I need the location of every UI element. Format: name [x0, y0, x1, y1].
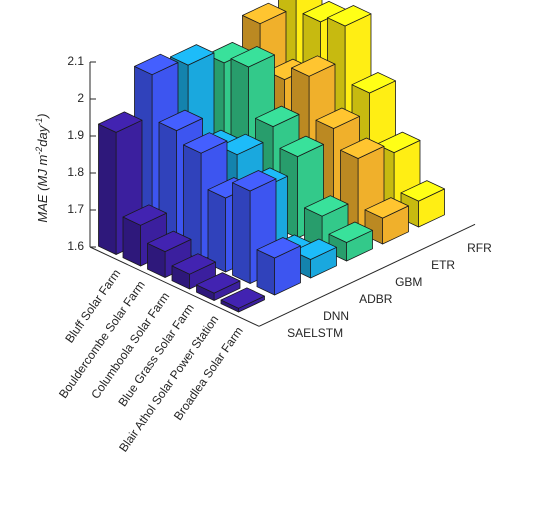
bar-top-face	[171, 253, 216, 275]
z-tick-label: 1.9	[67, 128, 84, 142]
bar-top-face	[256, 237, 301, 259]
z-axis-label-sup1: -2	[34, 147, 44, 155]
model-tick-label: ADBR	[359, 292, 393, 306]
bar-top-face	[327, 5, 372, 27]
bar-saelstm-4	[196, 272, 241, 301]
z-tick-label: 1.7	[67, 202, 84, 216]
bar-top-face	[158, 109, 203, 132]
bar-dnn-4	[232, 170, 277, 284]
z-axis-label-sup2: -1	[34, 118, 44, 126]
bars-layer	[98, 0, 445, 313]
bar-top-face	[328, 221, 373, 243]
model-tick-label: DNN	[323, 309, 349, 323]
bar-top-face	[122, 204, 167, 226]
model-tick-label: ETR	[431, 258, 455, 272]
bar-side-face	[232, 182, 251, 284]
site-axis-line	[89, 246, 260, 327]
bar-top-face	[242, 2, 287, 25]
bar-gbm-5	[328, 221, 373, 262]
model-tick-label: RFR	[467, 241, 492, 255]
model-tick-label: GBM	[395, 275, 422, 289]
bar-side-face	[98, 123, 117, 255]
bar-top-face	[255, 105, 300, 127]
model-axis-line	[258, 223, 476, 327]
bar-top-face	[340, 137, 385, 159]
bar-top-face	[147, 230, 192, 253]
bar-top-face	[292, 238, 337, 260]
z-axis-label-end: )	[35, 113, 50, 119]
bar-top-face	[351, 72, 396, 94]
bar-top-face	[219, 133, 264, 156]
bar-top-face	[232, 170, 277, 192]
z-tick-label: 2	[77, 91, 84, 105]
bar-top-face	[220, 287, 265, 309]
bar-top-face	[304, 195, 349, 217]
bar-gbm-4	[304, 195, 349, 250]
bar-top-face	[134, 53, 179, 76]
bar-top-face	[279, 135, 324, 158]
bar-top-face	[376, 131, 421, 154]
bar-top-face	[196, 272, 241, 294]
model-tick-label: SAELSTM	[287, 326, 343, 340]
z-tick-label: 1.8	[67, 165, 84, 179]
bar-top-face	[170, 44, 215, 66]
z-axis-label-mid: day	[35, 124, 50, 146]
bar-top-face	[291, 55, 336, 77]
bar-top-face	[400, 180, 445, 202]
z-axis-label: MAE (MJ m-2day-1)	[34, 113, 50, 222]
z-tick-label: 2.1	[67, 54, 84, 68]
bar-top-face	[230, 46, 275, 68]
z-axis-label-main: MAE (MJ m	[35, 155, 50, 223]
bar-top-face	[315, 107, 360, 129]
bar-top-face	[98, 111, 143, 133]
z-tick-label: 1.6	[67, 239, 84, 253]
axes-layer	[89, 61, 476, 327]
bar-saelstm-5	[220, 287, 265, 313]
bar-dnn-5	[256, 237, 301, 296]
bar-top-face	[364, 197, 409, 219]
bar-top-face	[183, 132, 228, 154]
